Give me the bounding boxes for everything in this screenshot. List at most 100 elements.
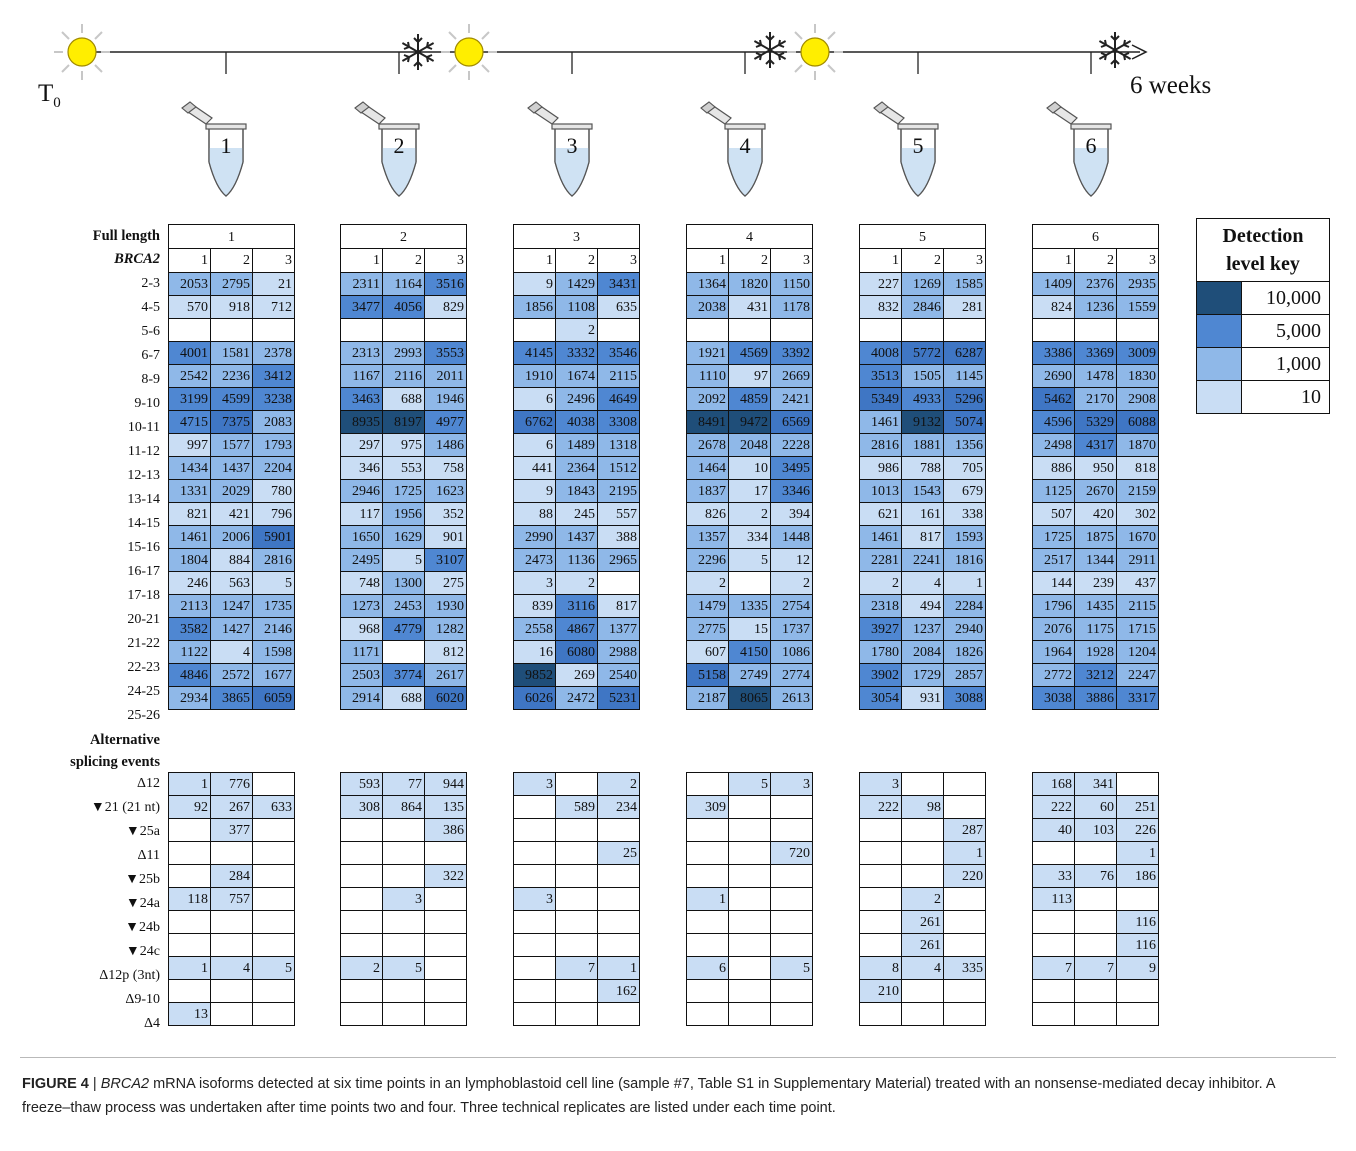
data-cell bbox=[340, 887, 383, 911]
figure-caption: FIGURE 4 | BRCA2 mRNA isoforms detected … bbox=[22, 1072, 1322, 1120]
data-cell: 3463 bbox=[340, 387, 383, 411]
data-cell: 6762 bbox=[513, 410, 556, 434]
data-cell: 2934 bbox=[168, 686, 211, 710]
data-cell: 3 bbox=[770, 772, 813, 796]
data-cell bbox=[597, 887, 640, 911]
data-cell: 1175 bbox=[1074, 617, 1117, 641]
table-row: 1409 2376 2935 bbox=[1032, 272, 1159, 296]
timeline-end-label: 6 weeks bbox=[1130, 72, 1212, 99]
row-label: ▼25b bbox=[125, 872, 160, 887]
data-cell bbox=[252, 841, 295, 865]
row-label: 21-22 bbox=[127, 636, 160, 651]
data-cell bbox=[424, 933, 467, 957]
data-cell: 9132 bbox=[901, 410, 944, 434]
data-cell: 2048 bbox=[728, 433, 771, 457]
data-cell: 2318 bbox=[859, 594, 902, 618]
data-cell: 7375 bbox=[210, 410, 253, 434]
data-cell: 2670 bbox=[1074, 479, 1117, 503]
data-cell bbox=[1116, 1002, 1159, 1026]
data-cell: 818 bbox=[1116, 456, 1159, 480]
data-cell: 1269 bbox=[901, 272, 944, 296]
data-cell: 1489 bbox=[555, 433, 598, 457]
data-cell bbox=[424, 887, 467, 911]
data-cell: 2029 bbox=[210, 479, 253, 503]
data-cell bbox=[555, 864, 598, 888]
data-cell bbox=[901, 772, 944, 796]
table-row: 2558 4867 1377 bbox=[513, 617, 640, 641]
data-cell: 4008 bbox=[859, 341, 902, 365]
data-cell: 4859 bbox=[728, 387, 771, 411]
data-cell: 1 bbox=[597, 956, 640, 980]
data-cell: 1737 bbox=[770, 617, 813, 641]
data-cell: 758 bbox=[424, 456, 467, 480]
data-cell: 1804 bbox=[168, 548, 211, 572]
table-row: 621 161 338 bbox=[859, 502, 986, 526]
table-row: 6762 4038 3308 bbox=[513, 410, 640, 434]
data-cell bbox=[1032, 910, 1075, 934]
table-row: 3038 3886 3317 bbox=[1032, 686, 1159, 710]
data-cell: 2376 bbox=[1074, 272, 1117, 296]
data-cell bbox=[424, 318, 467, 342]
table-row: 3199 4599 3238 bbox=[168, 387, 295, 411]
data-cell: 1826 bbox=[943, 640, 986, 664]
data-cell: 1247 bbox=[210, 594, 253, 618]
table-row: 222 60 251 bbox=[1032, 795, 1159, 819]
data-cell: 589 bbox=[555, 795, 598, 819]
data-cell bbox=[770, 910, 813, 934]
key-level: 5,000 bbox=[1241, 314, 1330, 348]
replicate-header: 1 bbox=[859, 248, 902, 273]
data-cell: 1 bbox=[943, 571, 986, 595]
table-row: 3054 931 3088 bbox=[859, 686, 986, 710]
data-cell: 1793 bbox=[252, 433, 295, 457]
data-cell: 1735 bbox=[252, 594, 295, 618]
table-row: 4001 1581 2378 bbox=[168, 341, 295, 365]
data-cell: 2 bbox=[859, 571, 902, 595]
data-cell bbox=[686, 841, 729, 865]
table-row: 1461 817 1593 bbox=[859, 525, 986, 549]
table-row: 1910 1674 2115 bbox=[513, 364, 640, 388]
data-cell: 1585 bbox=[943, 272, 986, 296]
tube-icon: 2 bbox=[354, 101, 420, 197]
data-cell: 162 bbox=[597, 979, 640, 1003]
data-cell: 712 bbox=[252, 295, 295, 319]
data-cell bbox=[901, 979, 944, 1003]
caption-rule bbox=[20, 1057, 1336, 1058]
data-cell: 2990 bbox=[513, 525, 556, 549]
data-cell: 2540 bbox=[597, 663, 640, 687]
replicate-header: 2 bbox=[1074, 248, 1117, 273]
data-cell bbox=[901, 318, 944, 342]
replicate-header: 2 bbox=[382, 248, 425, 273]
timeline: 1 2 3 4 5 6 T0 6 weeks bbox=[0, 0, 1356, 215]
table-row bbox=[686, 818, 813, 842]
data-cell bbox=[943, 772, 986, 796]
data-cell: 2993 bbox=[382, 341, 425, 365]
data-cell: 812 bbox=[424, 640, 467, 664]
data-cell bbox=[728, 864, 771, 888]
table-row: 2311 1164 3516 bbox=[340, 272, 467, 296]
data-cell bbox=[728, 818, 771, 842]
table-row bbox=[168, 318, 295, 342]
row-label: 22-23 bbox=[127, 660, 160, 675]
table-row: 284 bbox=[168, 864, 295, 888]
data-cell: 5 bbox=[770, 956, 813, 980]
data-cell: 1461 bbox=[859, 410, 902, 434]
data-cell: 1543 bbox=[901, 479, 944, 503]
row-label: BRCA2 bbox=[114, 251, 160, 267]
table-row bbox=[1032, 979, 1159, 1003]
data-cell: 168 bbox=[1032, 772, 1075, 796]
data-cell: 4867 bbox=[555, 617, 598, 641]
data-cell: 5 bbox=[728, 548, 771, 572]
data-cell: 9 bbox=[1116, 956, 1159, 980]
data-cell: 2678 bbox=[686, 433, 729, 457]
row-label: ▼21 (21 nt) bbox=[90, 800, 160, 815]
data-cell: 824 bbox=[1032, 295, 1075, 319]
data-cell: 3107 bbox=[424, 548, 467, 572]
data-cell bbox=[1074, 887, 1117, 911]
data-cell: 1318 bbox=[597, 433, 640, 457]
data-cell: 968 bbox=[340, 617, 383, 641]
data-cell: 6287 bbox=[943, 341, 986, 365]
row-label: 16-17 bbox=[127, 564, 160, 579]
